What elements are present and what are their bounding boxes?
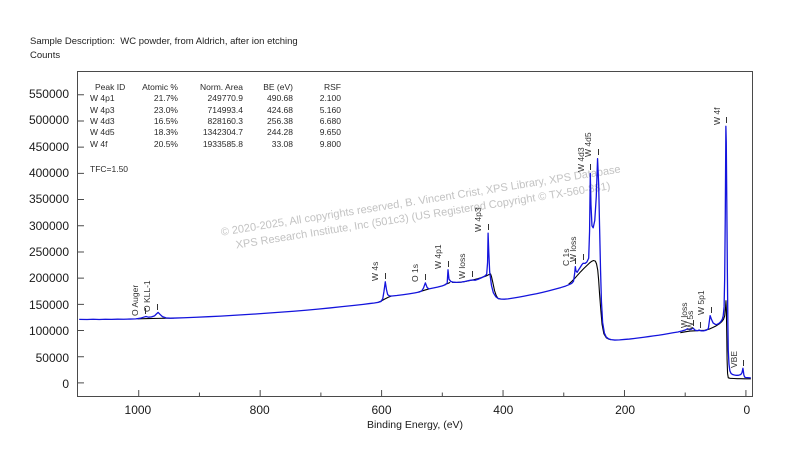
peak-table-cell: 23.0% <box>153 104 178 115</box>
peak-tick-w-5p1 <box>710 307 712 314</box>
peak-table-cell: 20.5% <box>153 138 178 149</box>
peak-table-cell: 6.680 <box>319 115 341 126</box>
peak-table-cell: 256.38 <box>267 115 293 126</box>
x-tick-label: 0 <box>743 403 751 417</box>
peak-table-cell: 33.08 <box>271 138 293 149</box>
peak-label-w-5p1: W 5p1 <box>696 290 706 316</box>
peak-table-cell: W 4d3 <box>90 115 115 126</box>
peak-table-header: BE (eV) <box>263 82 293 92</box>
peak-table-cell: 1933585.8 <box>202 138 243 149</box>
peak-label-w-4s: W 4s <box>370 261 381 282</box>
x-tick-label: 600 <box>371 403 392 417</box>
peak-table-cell: W 4p3 <box>90 104 115 115</box>
peak-label-vbe: VBE <box>728 351 739 369</box>
y-tick-label: 550000 <box>28 86 69 101</box>
peak-table-cell: 828160.3 <box>207 115 243 126</box>
peak-table-header: Norm. Area <box>200 82 243 92</box>
peak-label-w-5s: W 5s <box>685 310 695 330</box>
x-tick-label: 200 <box>615 403 636 417</box>
peak-table-cell: 9.650 <box>319 127 341 138</box>
peak-table-cell: 490.68 <box>267 93 293 104</box>
peak-table-header: Peak ID <box>95 82 126 92</box>
peak-label-w-4f: W 4f <box>711 107 722 125</box>
peak-label-w-4d5: W 4d5 <box>583 132 594 158</box>
peak-table-header: Atomic % <box>142 82 178 92</box>
x-tick-label: 1000 <box>124 403 152 417</box>
peak-table-header: RSF <box>324 82 341 92</box>
y-tick-label: 250000 <box>28 245 69 260</box>
y-tick-label: 300000 <box>28 218 69 233</box>
peak-tick-w-loss <box>471 271 473 278</box>
peak-tick-w-4s <box>384 273 386 280</box>
peak-table-cell: W 4p1 <box>90 93 115 104</box>
y-tick-label: 500000 <box>28 113 69 128</box>
y-tick-label: 150000 <box>28 297 69 312</box>
peak-tick-c-1s <box>575 257 577 264</box>
plot-area <box>77 71 753 397</box>
peak-tick-w-4d5 <box>597 149 599 156</box>
peak-label-w-4p3: W 4p3 <box>473 207 484 233</box>
peak-tick-o-auger <box>144 307 146 314</box>
peak-tick-o-kll-1 <box>156 303 158 310</box>
x-tick-label: 400 <box>493 403 514 417</box>
peak-table-cell: 424.68 <box>267 104 293 115</box>
peak-table-cell: 16.5% <box>153 115 178 126</box>
background-baseline-curve <box>568 259 612 341</box>
peak-tick-w-loss <box>693 319 695 326</box>
peak-table-cell: W 4f <box>90 138 108 149</box>
peak-label-w-loss: W loss <box>457 253 468 280</box>
y-tick-label: 0 <box>62 376 69 391</box>
peak-tick-w-4f <box>726 116 728 123</box>
y-tick-label: 50000 <box>35 350 69 365</box>
tfc-label: TFC=1.50 <box>90 164 129 174</box>
survey-spectrum-curve <box>79 125 751 379</box>
y-tick-label: 350000 <box>28 192 69 207</box>
peak-label-o-kll-1: O KLL-1 <box>142 280 153 312</box>
peak-tick-w-4d3 <box>590 164 592 170</box>
spectrum-plot-svg <box>78 94 751 396</box>
peak-table-cell: W 4d5 <box>90 127 115 138</box>
peak-table-cell: 1342304.7 <box>202 127 243 138</box>
peak-table-cell: 2.100 <box>319 93 341 104</box>
peak-table-cell: 244.28 <box>267 127 293 138</box>
peak-label-o-auger: O Auger <box>130 284 141 316</box>
peak-table-cell: 714993.4 <box>207 104 243 115</box>
y-tick-label: 100000 <box>28 324 69 339</box>
peak-label-o-1s: O 1s <box>410 264 421 283</box>
peak-label-w-4p1: W 4p1 <box>433 244 444 269</box>
peak-table-cell: 18.3% <box>153 127 178 138</box>
sample-description-title: Sample Description: WC powder, from Aldr… <box>30 36 298 47</box>
y-tick-label: 400000 <box>28 166 69 180</box>
peak-tick-w-loss <box>582 254 584 261</box>
peak-table-cell: 5.160 <box>319 104 341 115</box>
peak-label-w-loss: W loss <box>568 236 579 263</box>
x-tick-label: 800 <box>249 403 270 417</box>
y-axis-units-label: Counts <box>30 50 61 61</box>
y-tick-label: 200000 <box>28 271 69 286</box>
y-tick-label: 450000 <box>28 139 69 154</box>
peak-table-cell: 21.7% <box>153 93 178 104</box>
peak-tick-w-4p1 <box>447 261 449 267</box>
peak-tick-vbe <box>743 360 745 367</box>
peak-tick-o-1s <box>424 274 426 281</box>
peak-table-cell: 9.800 <box>319 138 341 149</box>
x-axis-title: Binding Energy, (eV) <box>366 419 464 431</box>
peak-table-cell: 249770.9 <box>207 93 243 104</box>
peak-tick-w-5s <box>699 321 701 328</box>
peak-tick-w-4p3 <box>487 224 489 231</box>
